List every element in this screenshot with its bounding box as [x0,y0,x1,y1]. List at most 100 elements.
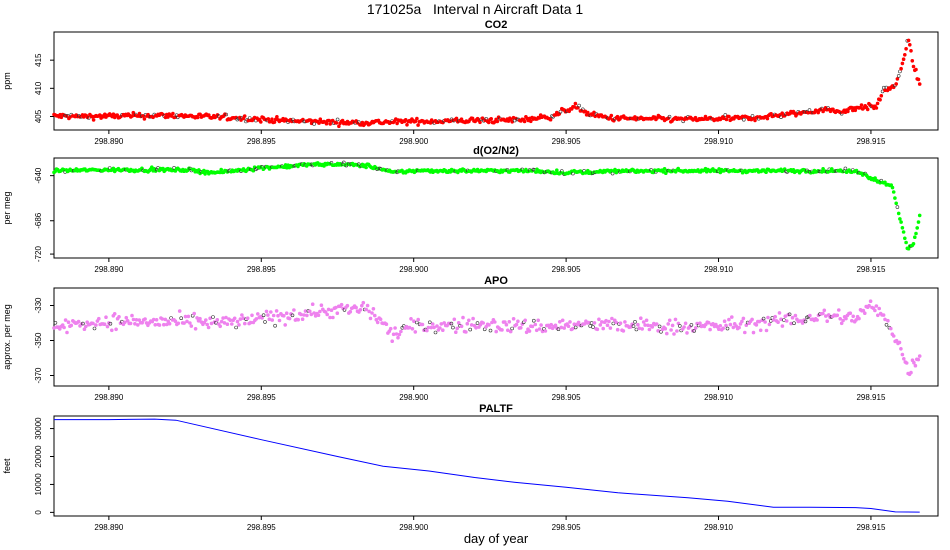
data-point [97,316,101,321]
panel-apo: APO approx. per meg 298.890 298.895 298.900 2… [2,275,939,402]
data-point [154,317,159,322]
data-point [884,322,889,327]
data-point [475,321,480,325]
data-point [281,313,286,318]
data-point [399,329,403,334]
data-point [507,319,512,324]
data-point [874,304,879,308]
data-point [783,314,788,319]
data-point [836,308,841,312]
data-point [208,316,212,321]
x-tick-label: 298.895 [247,137,276,146]
data-point [254,317,259,321]
data-point [914,231,918,236]
data-point [215,317,220,322]
data-point [883,317,887,322]
data-point [393,326,397,330]
data-point [673,317,678,322]
data-point [571,171,575,176]
data-point [693,115,698,120]
data-point [500,328,504,332]
data-point [683,321,688,326]
data-point [761,316,766,321]
data-point [523,318,528,323]
series-points [52,38,922,129]
data-point [912,360,916,365]
x-tick-label: 298.915 [856,523,885,532]
data-point [740,319,744,324]
data-point [440,328,445,333]
data-point [771,318,776,322]
data-point [916,77,921,82]
data-point [854,318,858,322]
data-point [877,306,882,311]
data-point [365,303,370,308]
data-point [677,324,682,328]
data-point [364,307,369,312]
data-point [898,217,902,221]
data-point [718,323,723,328]
data-point [117,314,121,319]
data-point [527,329,532,333]
data-point [384,322,389,327]
data-point [835,313,840,318]
data-point [264,309,269,314]
data-point [843,166,848,171]
data-point [553,323,558,328]
data-point [533,322,538,327]
data-point [452,317,457,322]
data-point [857,316,861,321]
data-point [63,318,68,322]
data-point [670,323,675,328]
data-point [803,319,808,324]
x-tick-label: 298.910 [704,393,733,402]
data-point [258,120,263,124]
data-point [318,309,322,314]
data-point [904,46,908,51]
data-point [455,326,460,331]
data-point [534,328,539,333]
data-point [758,328,763,333]
y-tick-label: 20000 [34,445,43,468]
data-point [916,357,921,362]
data-point [296,317,301,322]
data-point [82,327,87,332]
data-point [621,329,626,333]
data-point [592,321,597,325]
data-point [568,320,572,324]
x-axis-label: day of year [464,531,529,546]
data-point [647,327,652,332]
data-point [224,315,228,320]
data-point [909,48,913,53]
data-point [572,322,577,327]
data-point [367,309,371,314]
data-point [610,316,614,321]
data-point [510,326,514,331]
data-point [741,316,746,321]
data-point [108,321,113,326]
data-point [528,119,533,124]
x-tick-label: 298.900 [399,523,428,532]
plot-frame [53,157,939,259]
data-point [420,322,425,327]
data-point [105,324,110,329]
data-point [609,113,614,118]
data-point [76,319,81,324]
data-point [506,119,511,123]
data-point [390,339,395,344]
data-point [727,114,731,119]
y-tick-label: 405 [34,109,43,123]
data-point [388,326,393,331]
data-point [177,309,182,313]
data-point [403,118,408,122]
data-point [270,318,275,322]
data-point [614,320,619,325]
data-point [592,110,596,115]
data-point [689,323,694,327]
data-point [461,315,465,320]
data-point [862,311,867,316]
data-point [230,322,234,326]
data-point [582,322,587,326]
x-tick-label: 298.895 [247,523,276,532]
